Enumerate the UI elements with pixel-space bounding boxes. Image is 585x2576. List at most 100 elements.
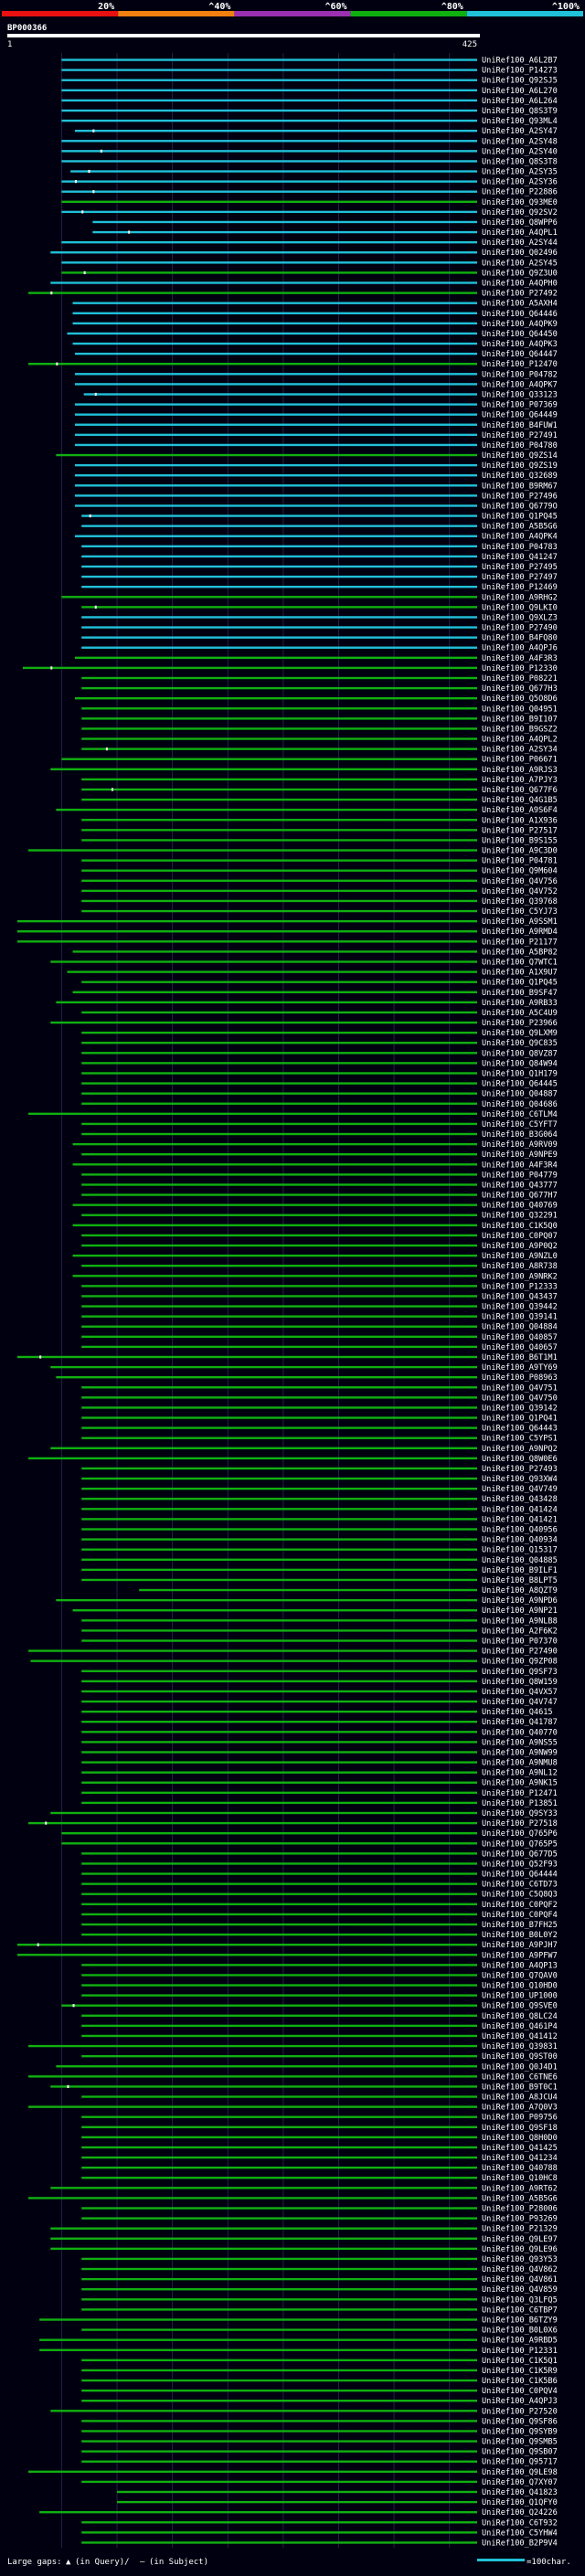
hit-label[interactable]: UniRef100_Q9C835 [482,1039,558,1048]
hit-bar[interactable] [50,2187,478,2189]
hit-label[interactable]: UniRef100_A9NMU8 [482,1759,558,1768]
hit-label[interactable]: UniRef100_P13851 [482,1799,558,1808]
hit-bar[interactable] [81,626,478,629]
hit-bar[interactable] [81,899,478,903]
hit-bar[interactable] [28,2197,477,2200]
hit-bar[interactable] [81,2034,478,2038]
hit-bar[interactable] [56,808,477,811]
hit-bar[interactable] [67,332,477,335]
hit-label[interactable]: UniRef100_P12471 [482,1789,558,1798]
hit-label[interactable]: UniRef100_A6L270 [482,87,558,96]
hit-label[interactable]: UniRef100_Q93ME0 [482,198,558,207]
hit-label[interactable]: UniRef100_P27517 [482,826,558,835]
hit-label[interactable]: UniRef100_Q64450 [482,330,558,339]
hit-bar[interactable] [74,535,477,537]
hit-label[interactable]: UniRef100_Q765P5 [482,1839,558,1849]
hit-label[interactable]: UniRef100_Q10HD0 [482,1982,558,1991]
hit-label[interactable]: UniRef100_Q4615 [482,1708,553,1717]
hit-label[interactable]: UniRef100_Q04951 [482,705,558,714]
hit-label[interactable]: UniRef100_A1X9U7 [482,969,558,978]
hit-bar[interactable] [72,312,477,314]
hit-label[interactable]: UniRef100_B6TZY9 [482,2316,558,2325]
hit-bar[interactable] [81,514,478,517]
hit-bar[interactable] [61,69,477,71]
hit-label[interactable]: UniRef100_C1K5R9 [482,2367,558,2376]
hit-label[interactable]: UniRef100_P27492 [482,290,558,299]
hit-bar[interactable] [72,322,477,325]
hit-label[interactable]: UniRef100_A4QPL1 [482,228,558,238]
hit-label[interactable]: UniRef100_Q8WPP6 [482,218,558,228]
hit-label[interactable]: UniRef100_Q64443 [482,1425,558,1434]
hit-bar[interactable] [81,2177,478,2179]
hit-bar[interactable] [81,1305,478,1308]
hit-label[interactable]: UniRef100_C1K5B6 [482,2377,558,2386]
hit-label[interactable]: UniRef100_A4QPK3 [482,340,558,349]
hit-bar[interactable] [72,1254,477,1257]
hit-bar[interactable] [56,453,477,457]
hit-bar[interactable] [74,696,477,700]
hit-bar[interactable] [81,1042,478,1044]
hit-label[interactable]: UniRef100_Q4V747 [482,1698,558,1707]
hit-bar[interactable] [81,737,478,740]
hit-label[interactable]: UniRef100_P04782 [482,370,558,379]
hit-label[interactable]: UniRef100_Q10HC8 [482,2174,558,2183]
hit-label[interactable]: UniRef100_P14273 [482,67,558,76]
hit-label[interactable]: UniRef100_A6L264 [482,97,558,106]
hit-bar[interactable] [81,1528,478,1531]
hit-label[interactable]: UniRef100_A7Q0V3 [482,2104,558,2113]
hit-bar[interactable] [67,970,477,973]
hit-bar[interactable] [28,2105,477,2108]
hit-bar[interactable] [28,2044,477,2048]
hit-label[interactable]: UniRef100_Q40934 [482,1536,558,1545]
hit-label[interactable]: UniRef100_C5YFT7 [482,1120,558,1129]
hit-label[interactable]: UniRef100_A4QPK4 [482,533,558,542]
hit-label[interactable]: UniRef100_Q43437 [482,1292,558,1301]
hit-bar[interactable] [50,1811,478,1815]
hit-bar[interactable] [81,2277,478,2281]
hit-bar[interactable] [81,1710,478,1713]
hit-bar[interactable] [81,879,478,882]
hit-label[interactable]: UniRef100_C0PQF2 [482,1901,558,1910]
hit-label[interactable]: UniRef100_Q92SJ5 [482,77,558,86]
hit-label[interactable]: UniRef100_Q93Y53 [482,2255,558,2264]
hit-bar[interactable] [117,2500,477,2504]
hit-bar[interactable] [81,2267,478,2271]
hit-label[interactable]: UniRef100_Q677H7 [482,1192,558,1201]
hit-label[interactable]: UniRef100_Q64446 [482,310,558,319]
hit-bar[interactable] [81,2420,478,2422]
hit-label[interactable]: UniRef100_P12469 [482,583,558,592]
hit-bar[interactable] [81,2400,478,2402]
hit-label[interactable]: UniRef100_P12330 [482,664,558,673]
hit-label[interactable]: UniRef100_A5AXH4 [482,300,558,309]
hit-bar[interactable] [81,819,478,822]
hit-label[interactable]: UniRef100_C0PQF4 [482,1911,558,1920]
hit-label[interactable]: UniRef100_Q677F6 [482,786,558,795]
hit-label[interactable]: UniRef100_C5Q8Q3 [482,1891,558,1900]
hit-bar[interactable] [81,859,478,862]
hit-bar[interactable] [61,758,477,760]
hit-label[interactable]: UniRef100_B9GSZ2 [482,725,558,734]
hit-label[interactable]: UniRef100_Q04686 [482,1100,558,1109]
hit-label[interactable]: UniRef100_A9PFW7 [482,1951,558,1960]
hit-label[interactable]: UniRef100_Q4V751 [482,1383,558,1393]
hit-bar[interactable] [81,1426,478,1429]
hit-bar[interactable] [81,555,478,558]
hit-bar[interactable] [74,433,477,437]
hit-label[interactable]: UniRef100_Q0J4D1 [482,2062,558,2072]
hit-label[interactable]: UniRef100_Q7QAV0 [482,1971,558,1980]
hit-bar[interactable] [81,1335,478,1339]
hit-label[interactable]: UniRef100_A2SY35 [482,168,558,177]
hit-label[interactable]: UniRef100_A8QZT9 [482,1586,558,1595]
hit-bar[interactable] [81,909,478,913]
hit-bar[interactable] [81,1558,478,1561]
hit-label[interactable]: UniRef100_Q8LC24 [482,2012,558,2021]
hit-bar[interactable] [81,2125,478,2128]
hit-label[interactable]: UniRef100_B0L0Y2 [482,1931,558,1940]
hit-bar[interactable] [81,1436,478,1439]
hit-bar[interactable] [81,1193,478,1196]
hit-label[interactable]: UniRef100_P09756 [482,2114,558,2123]
hit-bar[interactable] [81,1629,478,1632]
hit-bar[interactable] [50,251,478,254]
hit-bar[interactable] [81,565,478,568]
hit-bar[interactable] [81,545,478,548]
